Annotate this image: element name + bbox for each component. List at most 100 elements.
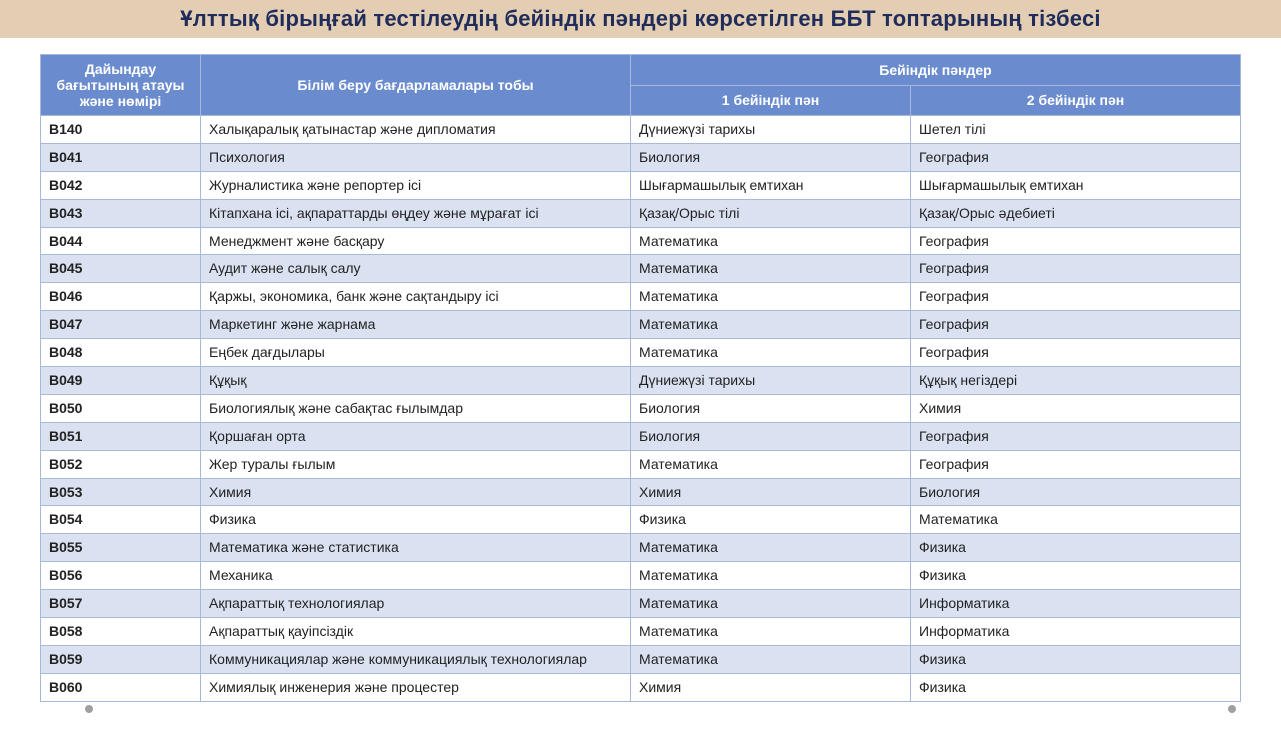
cell-subject2: Биология — [911, 478, 1241, 506]
col-program-header: Білім беру бағдарламалары тобы — [201, 55, 631, 116]
cell-subject1: Математика — [631, 255, 911, 283]
cell-code: B048 — [41, 339, 201, 367]
cell-code: B059 — [41, 645, 201, 673]
col-subject2-header: 2 бейіндік пән — [911, 85, 1241, 116]
cell-program: Құқық — [201, 367, 631, 395]
cell-code: B043 — [41, 199, 201, 227]
table-row: B058Ақпараттық қауіпсіздікМатематикаИнфо… — [41, 618, 1241, 646]
cell-program: Биологиялық және сабақтас ғылымдар — [201, 394, 631, 422]
cell-code: B058 — [41, 618, 201, 646]
cell-program: Ақпараттық технологиялар — [201, 590, 631, 618]
cell-subject1: Биология — [631, 143, 911, 171]
cell-subject2: География — [911, 339, 1241, 367]
cell-subject2: Физика — [911, 673, 1241, 701]
cell-subject1: Математика — [631, 227, 911, 255]
table-row: B140Халықаралық қатынастар және дипломат… — [41, 116, 1241, 144]
cell-code: B054 — [41, 506, 201, 534]
cell-code: B050 — [41, 394, 201, 422]
programs-table: Дайындау бағытының атауы және нөмірі Біл… — [40, 54, 1241, 702]
table-row: B046Қаржы, экономика, банк және сақтанды… — [41, 283, 1241, 311]
page-title: Ұлттық бірыңғай тестілеудің бейіндік пән… — [10, 6, 1271, 32]
cell-subject2: География — [911, 227, 1241, 255]
cell-subject1: Биология — [631, 422, 911, 450]
cell-code: B045 — [41, 255, 201, 283]
table-row: B047Маркетинг және жарнамаМатематикаГеог… — [41, 311, 1241, 339]
cell-program: Қаржы, экономика, банк және сақтандыру і… — [201, 283, 631, 311]
table-row: B044Менеджмент және басқаруМатематикаГео… — [41, 227, 1241, 255]
cell-program: Химиялық инженерия және процестер — [201, 673, 631, 701]
cell-code: B053 — [41, 478, 201, 506]
cell-code: B056 — [41, 562, 201, 590]
cell-program: Маркетинг және жарнама — [201, 311, 631, 339]
cell-subject1: Дүниежүзі тарихы — [631, 367, 911, 395]
table-row: B059Коммуникациялар және коммуникациялық… — [41, 645, 1241, 673]
cell-program: Математика және статистика — [201, 534, 631, 562]
cell-code: B047 — [41, 311, 201, 339]
cell-subject1: Математика — [631, 339, 911, 367]
cell-code: B042 — [41, 171, 201, 199]
cell-program: Ақпараттық қауіпсіздік — [201, 618, 631, 646]
cell-program: Халықаралық қатынастар және дипломатия — [201, 116, 631, 144]
cell-subject1: Математика — [631, 283, 911, 311]
cell-program: Еңбек дағдылары — [201, 339, 631, 367]
page-title-bar: Ұлттық бірыңғай тестілеудің бейіндік пән… — [0, 0, 1281, 38]
table-container: Дайындау бағытының атауы және нөмірі Біл… — [0, 38, 1281, 702]
cell-subject1: Дүниежүзі тарихы — [631, 116, 911, 144]
cell-subject1: Математика — [631, 645, 911, 673]
table-row: B048Еңбек дағдыларыМатематикаГеография — [41, 339, 1241, 367]
cell-code: B055 — [41, 534, 201, 562]
cell-subject2: Физика — [911, 645, 1241, 673]
decorative-dot-left — [85, 705, 93, 713]
col-code-header: Дайындау бағытының атауы және нөмірі — [41, 55, 201, 116]
table-row: B057Ақпараттық технологияларМатематикаИн… — [41, 590, 1241, 618]
cell-subject2: Физика — [911, 534, 1241, 562]
table-row: B043Кітапхана ісі, ақпараттарды өңдеу жә… — [41, 199, 1241, 227]
cell-code: B041 — [41, 143, 201, 171]
cell-subject1: Химия — [631, 673, 911, 701]
cell-subject2: География — [911, 450, 1241, 478]
cell-program: Қоршаған орта — [201, 422, 631, 450]
table-row: B056МеханикаМатематикаФизика — [41, 562, 1241, 590]
cell-subject2: Математика — [911, 506, 1241, 534]
cell-subject1: Математика — [631, 311, 911, 339]
col-profile-group-header: Бейіндік пәндер — [631, 55, 1241, 86]
cell-program: Химия — [201, 478, 631, 506]
decorative-dot-right — [1228, 705, 1236, 713]
cell-subject2: Физика — [911, 562, 1241, 590]
cell-program: Психология — [201, 143, 631, 171]
table-row: B045Аудит және салық салуМатематикаГеогр… — [41, 255, 1241, 283]
cell-code: B057 — [41, 590, 201, 618]
cell-subject1: Математика — [631, 618, 911, 646]
table-row: B055Математика және статистикаМатематика… — [41, 534, 1241, 562]
cell-subject2: Құқық негіздері — [911, 367, 1241, 395]
cell-subject2: География — [911, 283, 1241, 311]
table-row: B052Жер туралы ғылымМатематикаГеография — [41, 450, 1241, 478]
cell-subject2: География — [911, 143, 1241, 171]
cell-program: Механика — [201, 562, 631, 590]
cell-subject2: Шетел тілі — [911, 116, 1241, 144]
cell-subject1: Биология — [631, 394, 911, 422]
cell-subject1: Қазақ/Орыс тілі — [631, 199, 911, 227]
table-row: B041ПсихологияБиологияГеография — [41, 143, 1241, 171]
cell-code: B052 — [41, 450, 201, 478]
col-subject1-header: 1 бейіндік пән — [631, 85, 911, 116]
cell-program: Аудит және салық салу — [201, 255, 631, 283]
cell-subject1: Математика — [631, 534, 911, 562]
table-row: B050Биологиялық және сабақтас ғылымдарБи… — [41, 394, 1241, 422]
table-row: B054ФизикаФизикаМатематика — [41, 506, 1241, 534]
table-row: B060Химиялық инженерия және процестерХим… — [41, 673, 1241, 701]
cell-program: Коммуникациялар және коммуникациялық тех… — [201, 645, 631, 673]
cell-program: Журналистика және репортер ісі — [201, 171, 631, 199]
cell-program: Менеджмент және басқару — [201, 227, 631, 255]
cell-code: B049 — [41, 367, 201, 395]
cell-subject2: Информатика — [911, 590, 1241, 618]
cell-code: B044 — [41, 227, 201, 255]
table-row: B051Қоршаған ортаБиологияГеография — [41, 422, 1241, 450]
cell-subject2: Шығармашылық емтихан — [911, 171, 1241, 199]
table-row: B053ХимияХимияБиология — [41, 478, 1241, 506]
table-row: B049ҚұқықДүниежүзі тарихыҚұқық негіздері — [41, 367, 1241, 395]
cell-code: B051 — [41, 422, 201, 450]
cell-subject2: География — [911, 255, 1241, 283]
cell-code: B046 — [41, 283, 201, 311]
cell-subject1: Физика — [631, 506, 911, 534]
